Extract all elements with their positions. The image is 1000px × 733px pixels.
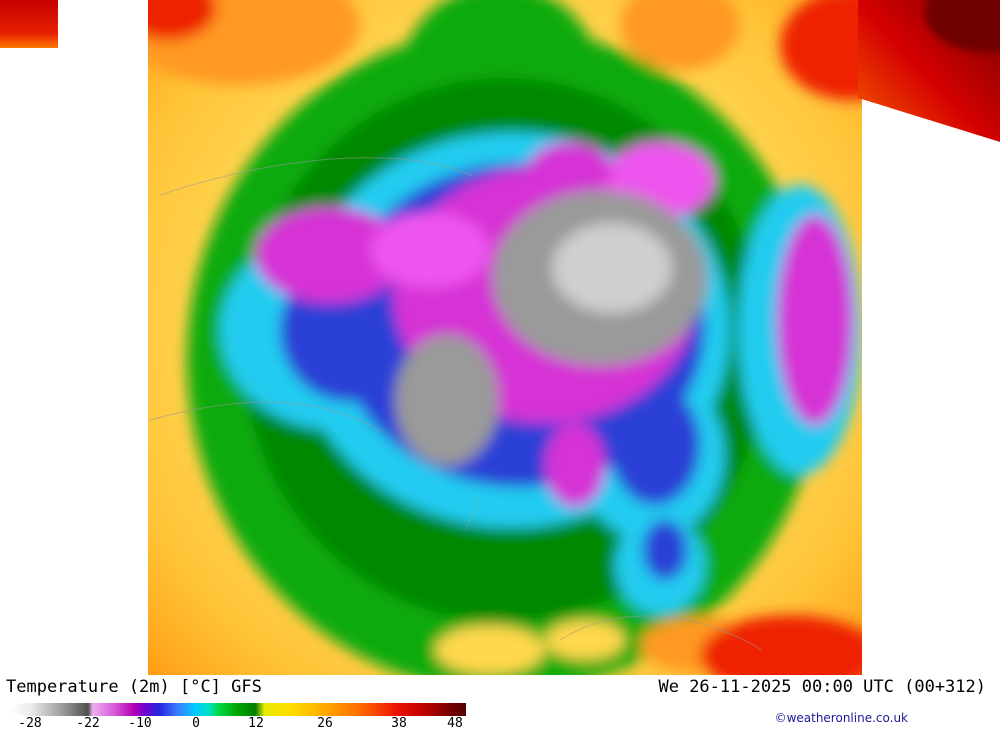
scale-tick-label: -22 bbox=[76, 716, 100, 731]
coastlines bbox=[149, 157, 763, 651]
scale-tick-label: 26 bbox=[317, 716, 333, 731]
scale-tick-label: 12 bbox=[248, 716, 264, 731]
temperature-regions bbox=[148, 0, 862, 675]
scale-tick-label: 48 bbox=[447, 716, 463, 731]
legend-bar: Temperature (2m) [°C] GFS We 26-11-2025 … bbox=[0, 675, 1000, 733]
temperature-map-canvas bbox=[0, 0, 1000, 675]
forecast-datetime: We 26-11-2025 00:00 UTC (00+312) bbox=[658, 677, 986, 697]
weather-map bbox=[0, 0, 1000, 675]
map-title: Temperature (2m) [°C] GFS bbox=[6, 677, 262, 697]
map-field bbox=[148, 0, 862, 675]
scale-tick-label: 0 bbox=[192, 716, 200, 731]
map-corner-top-right bbox=[858, 0, 1000, 142]
map-corner-top-left bbox=[0, 0, 58, 48]
scale-tick-label: -10 bbox=[128, 716, 152, 731]
temperature-scale-bar bbox=[8, 703, 466, 716]
scale-tick-label: 38 bbox=[391, 716, 407, 731]
scale-tick-label: -28 bbox=[18, 716, 42, 731]
copyright-link[interactable]: ©weatheronline.co.uk bbox=[774, 711, 908, 725]
